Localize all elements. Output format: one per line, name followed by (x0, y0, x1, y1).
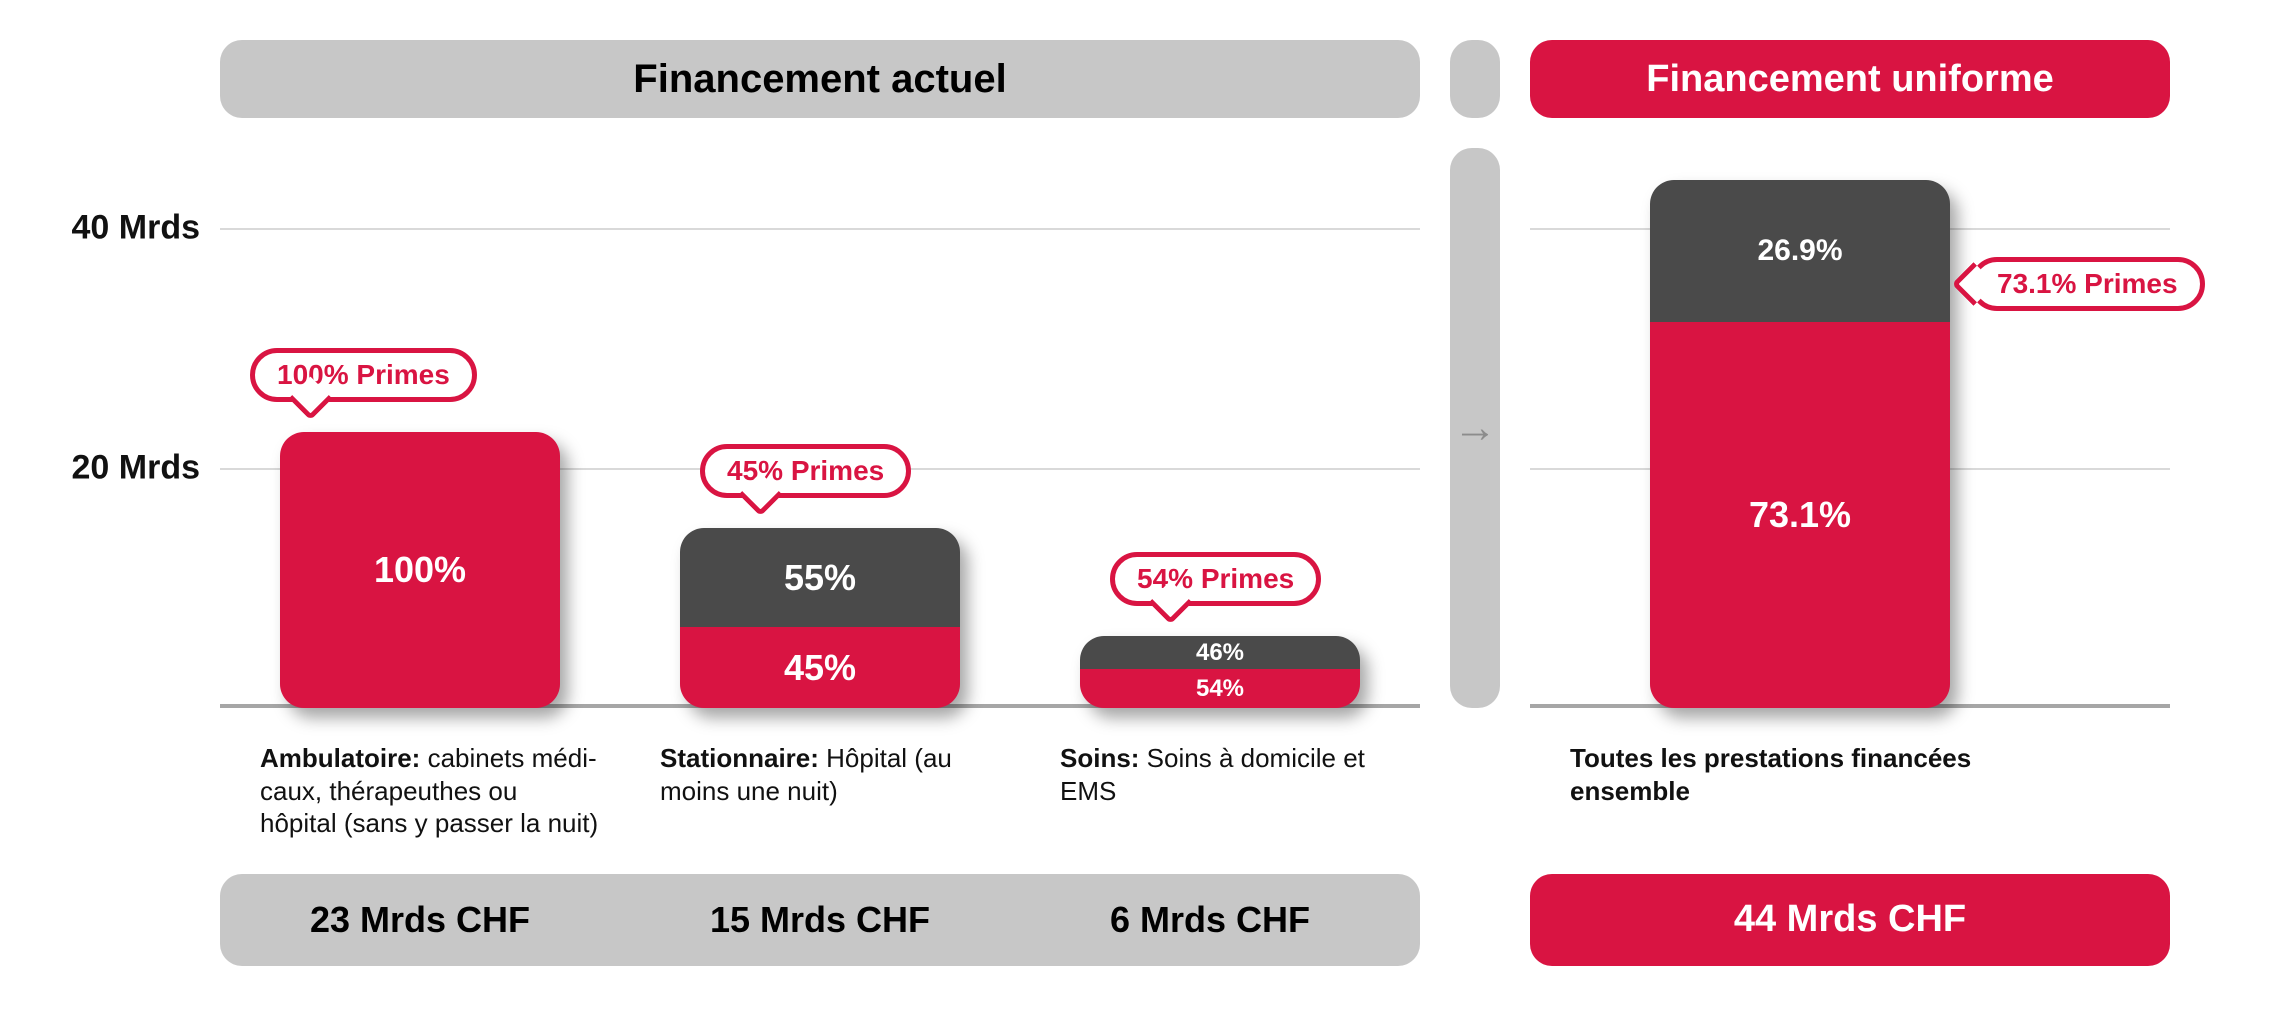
bar-segment-grey: 46% (1080, 636, 1360, 669)
caption-ambulatoire: Ambulatoire: cabinets médi­caux, thérape… (260, 742, 600, 840)
totals-left-pill: 23 Mrds CHF15 Mrds CHF6 Mrds CHF (220, 874, 1420, 966)
bubble-uniforme: 73.1% Primes (1970, 257, 2205, 311)
totals-spacer (1420, 874, 1530, 966)
captions-right: Toutes les prestations financées ensembl… (1530, 742, 2170, 840)
captions-left: Ambulatoire: cabinets médi­caux, thérape… (220, 742, 1420, 840)
bar-segment-red: 45% (680, 627, 960, 708)
bar-stack: 45%55% (680, 528, 960, 708)
totals-right-pill: 44 Mrds CHF (1530, 874, 2170, 966)
y-tick-label: 40 Mrds (72, 209, 201, 248)
bubble-soins: 54% Primes (1110, 552, 1321, 606)
bar-ambulatoire: 100%100% Primes (280, 432, 560, 708)
y-axis: 20 Mrds 40 Mrds (60, 148, 220, 708)
total-ambulatoire: 23 Mrds CHF (220, 899, 620, 941)
bar-segment-red: 100% (280, 432, 560, 708)
captions-spacer (1420, 742, 1530, 840)
caption-stationnaire: Stationnaire: Hôpital (au moins une nuit… (660, 742, 1000, 840)
bar-stationnaire: 45%55%45% Primes (680, 528, 960, 708)
captions-row: Ambulatoire: cabinets médi­caux, thérape… (220, 742, 2213, 840)
totals-row: 23 Mrds CHF15 Mrds CHF6 Mrds CHF 44 Mrds… (220, 874, 2213, 966)
bar-stack: 73.1%26.9% (1650, 180, 1950, 708)
header-divider (1450, 40, 1500, 118)
bar-stack: 54%46% (1080, 636, 1360, 708)
caption-uniforme: Toutes les prestations financées ensembl… (1570, 742, 2060, 807)
total-stationnaire: 15 Mrds CHF (620, 899, 1020, 941)
header-left-pill: Financement actuel (220, 40, 1420, 118)
total-soins: 6 Mrds CHF (1020, 899, 1420, 941)
caption-soins: Soins: Soins à domicile et EMS (1060, 742, 1400, 840)
bar-segment-grey: 26.9% (1650, 180, 1950, 322)
y-tick-label: 20 Mrds (72, 449, 201, 488)
caption-bold: Ambulatoire: (260, 743, 420, 773)
bubble-ambulatoire: 100% Primes (250, 348, 477, 402)
chart-row: 20 Mrds40 Mrds 100%100% Primes45%55%45% … (60, 148, 2213, 708)
caption-bold: Stationnaire: (660, 743, 819, 773)
mid-divider: → (1450, 148, 1500, 708)
header-row: Financement actuel Financement uniforme (220, 40, 2213, 118)
bar-soins: 54%46%54% Primes (1080, 636, 1360, 708)
bar-segment-grey: 55% (680, 528, 960, 627)
infographic-root: Financement actuel Financement uniforme … (0, 0, 2273, 1020)
bar-stack: 100% (280, 432, 560, 708)
caption-bold: Soins: (1060, 743, 1139, 773)
gridline (220, 228, 1420, 230)
bar-segment-red: 54% (1080, 669, 1360, 708)
caption-uniforme-bold: Toutes les prestations financées ensembl… (1570, 743, 1971, 806)
bar-segment-red: 73.1% (1650, 322, 1950, 708)
header-right-pill: Financement uniforme (1530, 40, 2170, 118)
plot-left: 100%100% Primes45%55%45% Primes54%46%54%… (220, 148, 1420, 708)
plot-right: 73.1%26.9%73.1% Primes (1530, 148, 2170, 708)
arrow-icon: → (1453, 403, 1497, 453)
bar-uniforme: 73.1%26.9%73.1% Primes (1650, 180, 1950, 708)
bubble-stationnaire: 45% Primes (700, 444, 911, 498)
